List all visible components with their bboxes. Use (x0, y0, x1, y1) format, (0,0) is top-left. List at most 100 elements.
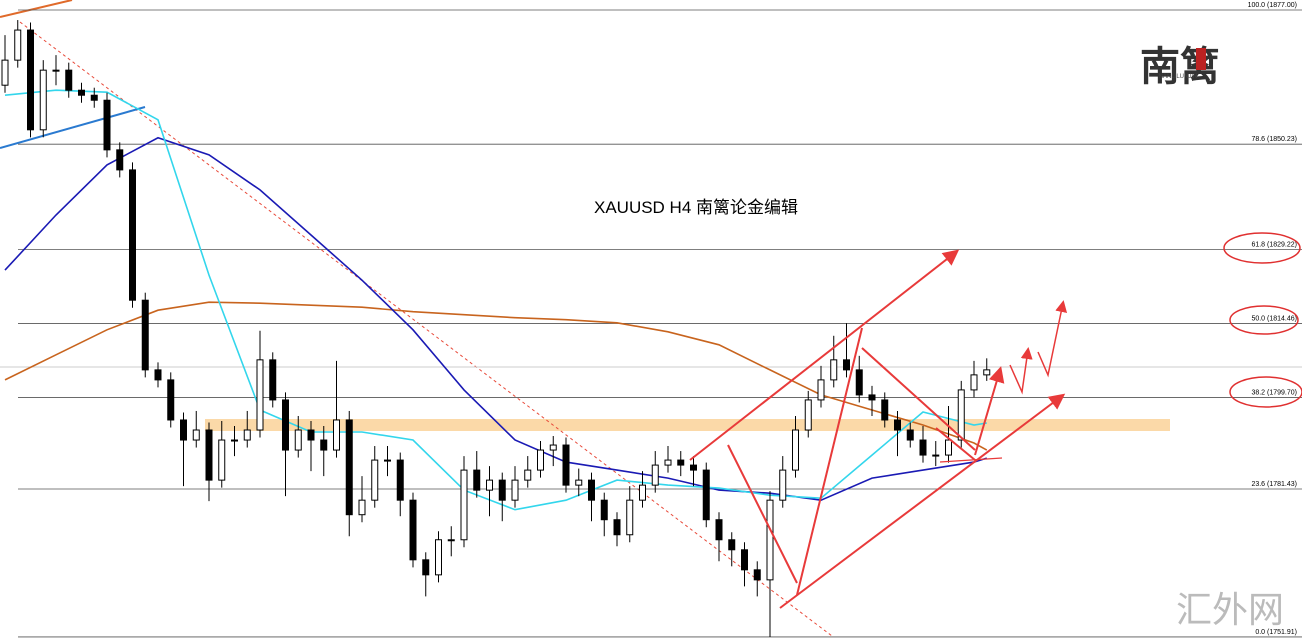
fib-label: 78.6 (1850.23) (1251, 136, 1297, 143)
fib-label: 61.8 (1829.22) (1251, 241, 1297, 248)
candle-body (855, 369, 863, 396)
candle-body (460, 469, 468, 541)
candle-body (384, 459, 391, 462)
candle-body (409, 499, 417, 561)
fib-label: 38.2 (1799.70) (1251, 389, 1297, 396)
fib-label: 50.0 (1814.46) (1251, 315, 1297, 322)
logo-sub: NANLILUNJIN (1159, 74, 1198, 80)
candle-body (231, 439, 238, 442)
candle-body (78, 89, 85, 96)
candle-body (766, 499, 774, 581)
candle-body (817, 379, 825, 401)
trend-dashed (19, 21, 833, 637)
candle-body (511, 479, 519, 501)
candle-body (396, 459, 404, 501)
candle-body (804, 399, 812, 431)
moving-average (4, 136, 988, 502)
watermark: 汇外网 (1176, 590, 1284, 631)
candle-body (192, 429, 200, 441)
candle-body (269, 359, 277, 401)
candle-body (741, 549, 748, 571)
logo: 南篱 (1140, 43, 1220, 90)
candle-body (792, 429, 799, 471)
candle-body (14, 29, 22, 61)
candle-body (52, 69, 60, 72)
candle-body (588, 479, 595, 501)
highlight-circles (1223, 232, 1302, 408)
candle-body (983, 369, 991, 376)
candle-body (830, 359, 838, 381)
candle-body (549, 444, 557, 451)
candle-body (205, 429, 213, 481)
candle-body (218, 439, 226, 481)
candle-body (600, 499, 608, 521)
candle-body (90, 94, 98, 101)
candle-body (498, 479, 506, 501)
candle-body (919, 439, 927, 456)
candle-body (702, 469, 710, 521)
candle-body (180, 419, 187, 441)
candle-body (358, 499, 366, 516)
candle-body (27, 29, 34, 131)
candle-body (906, 429, 914, 441)
candle-body (243, 429, 251, 441)
candle-body (103, 99, 111, 151)
candle-body (371, 459, 379, 501)
candle-body (524, 469, 532, 481)
fib-label: 23.6 (1781.43) (1251, 481, 1297, 488)
annotations (689, 249, 1068, 609)
candle-body (932, 454, 940, 457)
fib-label: 0.0 (1751.91) (1255, 629, 1297, 636)
candle-body (345, 419, 353, 516)
candle-body (575, 479, 583, 486)
candle-body (486, 479, 493, 491)
candle-body (715, 519, 723, 541)
candle-body (626, 499, 634, 536)
candle-body (537, 449, 544, 471)
moving-average (4, 301, 988, 451)
candle-body (129, 169, 136, 301)
moving-average (4, 89, 987, 511)
candle-body (690, 464, 697, 471)
candle-body (333, 419, 340, 451)
candle-body (677, 459, 685, 466)
candle-body (116, 149, 124, 171)
support-zone (205, 419, 1170, 431)
candle-body (422, 559, 430, 576)
trend-line (0, 0, 73, 18)
candle-body (843, 359, 850, 371)
candle-body (294, 429, 302, 451)
candle-body (473, 469, 481, 491)
candle-body (141, 299, 149, 371)
candle-body (167, 379, 175, 421)
candle-body (894, 419, 901, 431)
candle-body (65, 69, 73, 91)
candle-body (728, 539, 736, 551)
candle-body (868, 394, 876, 401)
candle-body (664, 459, 672, 466)
chart-title: XAUUSD H4 南篱论金编辑 (594, 198, 798, 217)
candle-body (256, 359, 264, 431)
candle-body (881, 399, 889, 421)
candle-body (753, 569, 761, 581)
candle-body (39, 69, 47, 131)
candle-body (562, 444, 570, 486)
candle-body (957, 389, 965, 441)
candle-body (613, 519, 621, 536)
candle-body (651, 464, 659, 486)
candle-body (435, 539, 442, 576)
seal (1196, 48, 1206, 70)
candle-body (154, 369, 162, 381)
candle-body (1, 59, 9, 86)
candle-body (307, 429, 315, 441)
candle-body (779, 469, 787, 501)
candle-body (320, 439, 328, 451)
candle-body (447, 539, 455, 542)
candle-body (945, 439, 952, 456)
candle-body (970, 374, 978, 391)
candle-body (639, 484, 646, 501)
fib-label: 100.0 (1877.00) (1248, 2, 1297, 9)
